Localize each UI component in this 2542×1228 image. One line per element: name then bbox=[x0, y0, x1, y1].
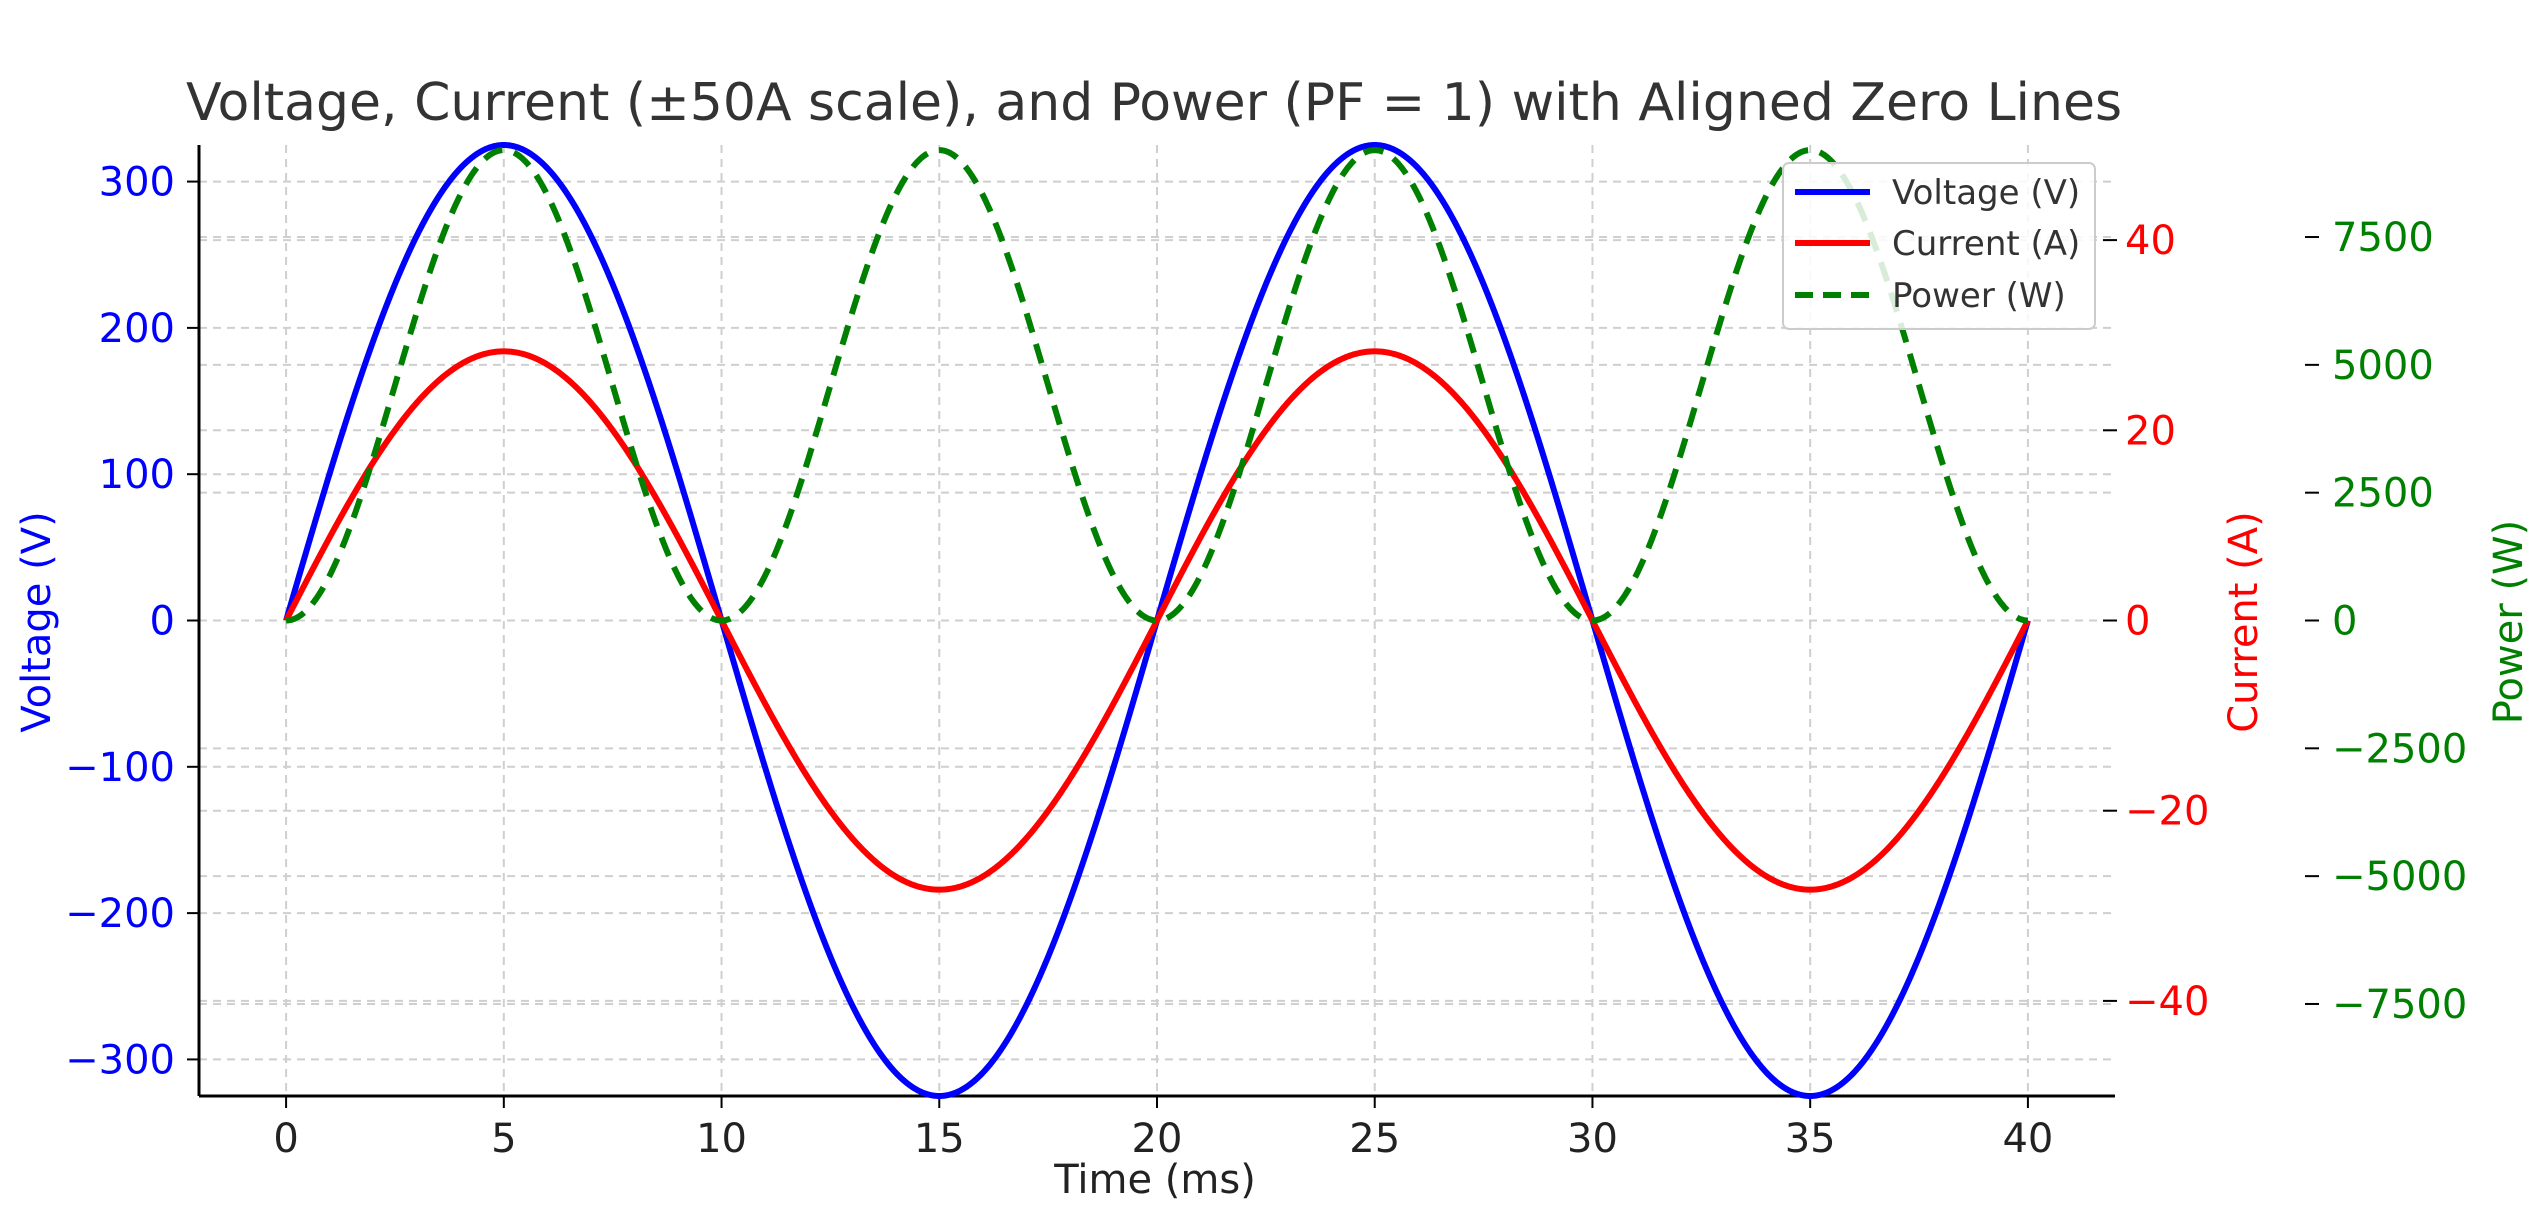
current-tick-label: −20 bbox=[2125, 789, 2209, 835]
series-line-current bbox=[283, 348, 2031, 893]
x-tick-label: 20 bbox=[1132, 1116, 1183, 1162]
current-tick-label: 40 bbox=[2125, 218, 2176, 264]
x-tick-label: 5 bbox=[491, 1116, 516, 1162]
legend-label-voltage: Voltage (V) bbox=[1892, 173, 2080, 213]
x-ticks: 0 5 10 15 20 25 30 35 40 bbox=[273, 1096, 2053, 1162]
series-line-power bbox=[285, 147, 2029, 624]
power-tick-label: −7500 bbox=[2332, 982, 2467, 1028]
voltage-tick-label: 200 bbox=[99, 306, 175, 352]
legend: Voltage (V) Current (A) Power (W) bbox=[1782, 162, 2096, 330]
power-axis-label: Power (W) bbox=[2486, 520, 2532, 724]
x-tick-label: 25 bbox=[1349, 1116, 1400, 1162]
voltage-axis-label: Voltage (V) bbox=[14, 511, 60, 732]
power-ticks: 7500 5000 2500 0 −2500 −5000 −7500 bbox=[2305, 215, 2467, 1028]
power-tick-label: −5000 bbox=[2332, 854, 2467, 900]
current-tick-label: 20 bbox=[2125, 408, 2176, 454]
legend-label-current: Current (A) bbox=[1892, 224, 2080, 264]
voltage-tick-label: 300 bbox=[99, 160, 175, 206]
legend-label-power: Power (W) bbox=[1892, 276, 2066, 316]
x-tick-label: 15 bbox=[914, 1116, 965, 1162]
series-group bbox=[283, 142, 2031, 1099]
current-tick-label: −40 bbox=[2125, 979, 2209, 1025]
power-tick-label: −2500 bbox=[2332, 726, 2467, 772]
voltage-tick-label: 0 bbox=[150, 599, 175, 645]
x-axis-label: Time (ms) bbox=[1053, 1157, 1256, 1203]
power-tick-label: 2500 bbox=[2332, 471, 2434, 517]
current-ticks: 40 20 0 −20 −40 bbox=[2103, 218, 2209, 1025]
x-tick-label: 0 bbox=[273, 1116, 298, 1162]
x-tick-label: 35 bbox=[1785, 1116, 1836, 1162]
voltage-tick-label: −100 bbox=[65, 745, 175, 791]
voltage-tick-label: −300 bbox=[65, 1037, 175, 1083]
voltage-tick-label: 100 bbox=[99, 452, 175, 498]
voltage-tick-label: −200 bbox=[65, 891, 175, 937]
power-tick-label: 5000 bbox=[2332, 343, 2434, 389]
chart-title: Voltage, Current (±50A scale), and Power… bbox=[186, 73, 2122, 133]
legend-box bbox=[1782, 162, 2096, 330]
power-tick-label: 7500 bbox=[2332, 215, 2434, 261]
voltage-ticks: 300 200 100 0 −100 −200 −300 bbox=[65, 160, 199, 1083]
x-tick-label: 30 bbox=[1567, 1116, 1618, 1162]
power-tick-label: 0 bbox=[2332, 599, 2357, 645]
x-tick-label: 40 bbox=[2002, 1116, 2053, 1162]
x-tick-label: 10 bbox=[696, 1116, 747, 1162]
current-axis-label: Current (A) bbox=[2221, 511, 2267, 733]
current-tick-label: 0 bbox=[2125, 599, 2150, 645]
